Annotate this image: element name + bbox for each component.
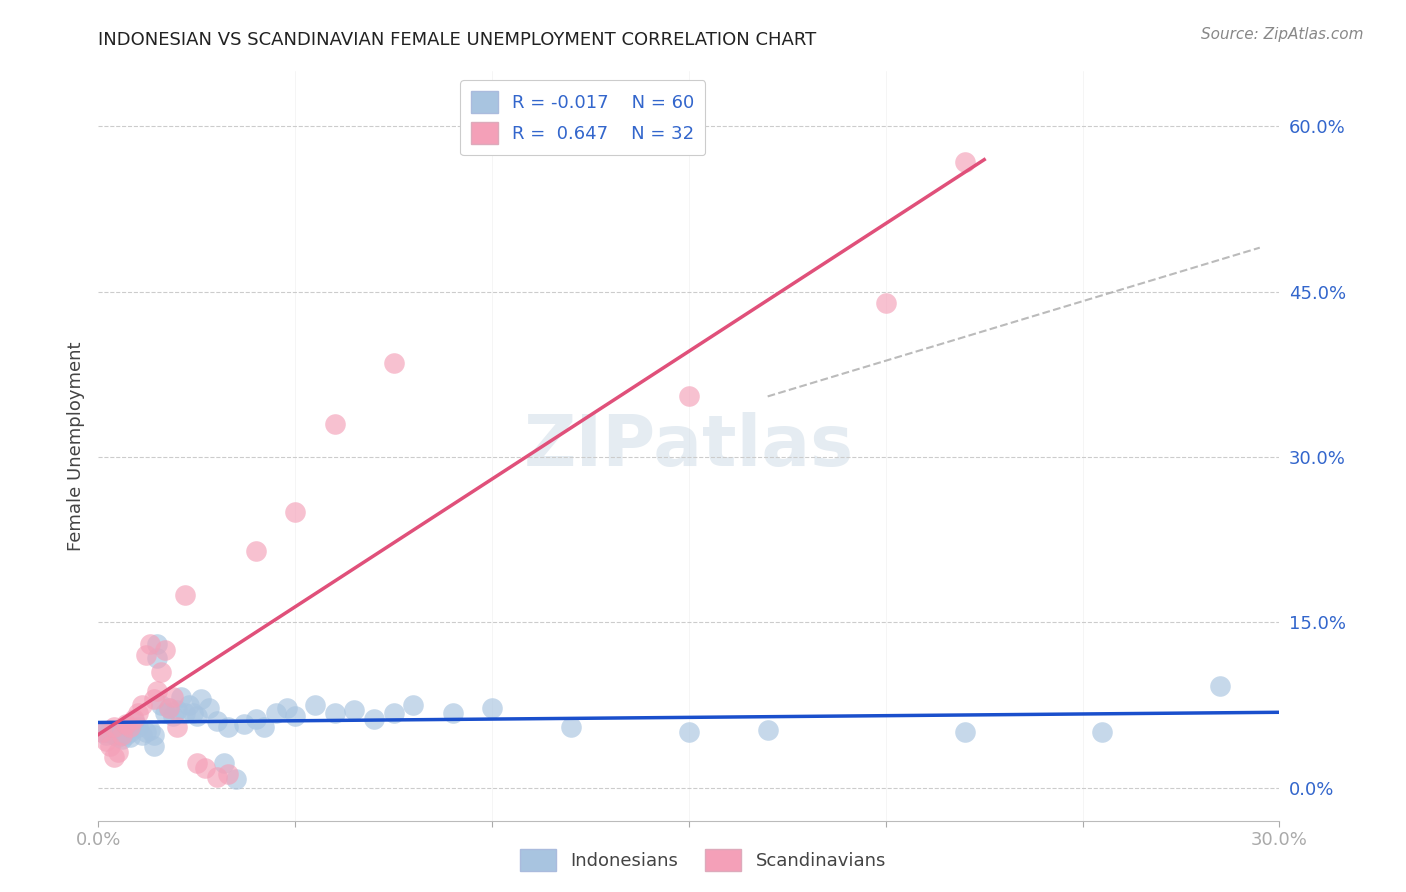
Point (146, 650, 169, 665)
Point (245, 543, 267, 558)
Point (304, 698, 326, 712)
Point (481, 701, 503, 715)
Point (98, 723, 121, 738)
Point (382, 356, 405, 370)
Point (953, 154, 976, 169)
Point (875, 295, 897, 310)
Point (131, 698, 153, 712)
Point (142, 739, 165, 753)
Point (194, 761, 217, 775)
Point (323, 706, 346, 720)
Point (186, 709, 208, 723)
Point (177, 698, 200, 712)
Point (118, 730, 141, 744)
Point (284, 709, 307, 723)
Point (135, 648, 157, 663)
Point (138, 637, 160, 651)
Point (138, 723, 160, 738)
Point (146, 683, 169, 698)
Point (363, 712, 385, 726)
Point (142, 728, 165, 742)
Point (91, 725, 114, 739)
Point (107, 745, 129, 759)
Point (162, 709, 184, 723)
Point (155, 643, 177, 657)
Point (245, 712, 267, 726)
Point (103, 728, 125, 742)
Point (115, 723, 138, 738)
Point (174, 588, 197, 602)
Point (96, 734, 118, 748)
Point (217, 720, 239, 734)
Point (103, 720, 125, 734)
Point (343, 703, 366, 717)
Y-axis label: Female Unemployment: Female Unemployment (66, 342, 84, 550)
Point (217, 767, 239, 781)
Point (157, 701, 180, 715)
Point (135, 725, 157, 739)
Point (233, 716, 256, 731)
Point (98, 739, 121, 753)
Point (107, 730, 129, 744)
Point (225, 772, 247, 786)
Point (166, 720, 188, 734)
Point (96, 728, 118, 742)
Point (205, 714, 228, 729)
Point (115, 716, 138, 731)
Point (678, 389, 700, 403)
Point (382, 706, 405, 720)
Point (205, 770, 228, 784)
Text: ZIPatlas: ZIPatlas (524, 411, 853, 481)
Point (115, 728, 138, 742)
Point (91, 725, 114, 739)
Point (181, 706, 204, 720)
Point (118, 720, 141, 734)
Point (276, 701, 298, 715)
Point (157, 701, 180, 715)
Point (150, 698, 173, 712)
Text: Source: ZipAtlas.com: Source: ZipAtlas.com (1201, 27, 1364, 42)
Point (103, 725, 125, 739)
Point (253, 720, 276, 734)
Point (155, 706, 177, 720)
Point (197, 701, 219, 715)
Point (323, 417, 346, 431)
Point (146, 637, 169, 651)
Point (150, 665, 173, 679)
Text: INDONESIAN VS SCANDINAVIAN FEMALE UNEMPLOYMENT CORRELATION CHART: INDONESIAN VS SCANDINAVIAN FEMALE UNEMPL… (98, 31, 817, 49)
Point (111, 732, 134, 747)
Point (111, 728, 134, 742)
Point (127, 706, 149, 720)
Point (1209, 679, 1232, 693)
Point (142, 692, 165, 706)
Point (560, 720, 582, 734)
Legend: R = -0.017    N = 60, R =  0.647    N = 32: R = -0.017 N = 60, R = 0.647 N = 32 (460, 80, 706, 155)
Point (162, 690, 184, 705)
Point (678, 725, 700, 739)
Point (122, 712, 145, 726)
Point (107, 723, 129, 738)
Point (98, 725, 121, 739)
Point (103, 749, 125, 764)
Point (131, 728, 153, 742)
Point (166, 703, 188, 717)
Point (953, 725, 976, 739)
Legend: Indonesians, Scandinavians: Indonesians, Scandinavians (513, 842, 893, 879)
Point (264, 706, 287, 720)
Point (190, 692, 212, 706)
Point (402, 698, 425, 712)
Point (186, 756, 208, 771)
Point (118, 725, 141, 739)
Point (284, 505, 307, 519)
Point (127, 720, 149, 734)
Point (1091, 725, 1114, 739)
Point (214, 756, 236, 771)
Point (441, 706, 464, 720)
Point (96, 725, 118, 739)
Point (122, 714, 145, 729)
Point (756, 723, 779, 738)
Point (111, 725, 134, 739)
Point (174, 706, 197, 720)
Point (170, 690, 193, 705)
